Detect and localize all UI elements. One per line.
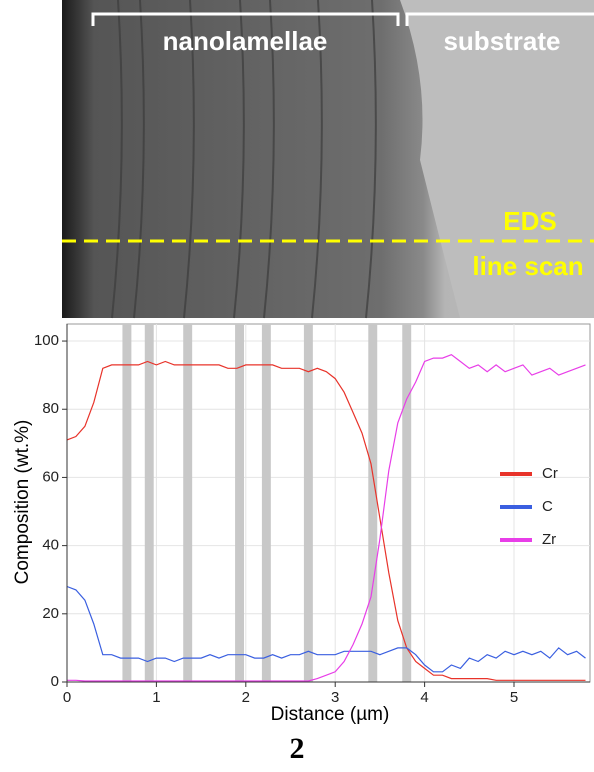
series-line (66, 360, 586, 681)
caption: 2 (290, 732, 305, 765)
label: substrate (443, 26, 560, 56)
legend-label: C (542, 498, 553, 515)
band (122, 324, 132, 682)
label: EDS (503, 206, 556, 236)
legend-label: Cr (542, 465, 558, 482)
band (303, 324, 313, 682)
y-tick-label: 20 (42, 605, 59, 622)
lamellae-stripes (111, 0, 377, 319)
label: line scan (472, 251, 583, 281)
y-tick-label: 100 (34, 332, 59, 349)
y-tick-label: 40 (42, 537, 59, 554)
y-axis-label: Composition (wt.%) (12, 420, 33, 585)
x-tick-label: 5 (510, 689, 518, 706)
band (261, 324, 271, 682)
substrate-region (400, 0, 594, 318)
x-axis-label: Distance (µm) (271, 704, 390, 725)
x-tick-label: 2 (242, 689, 250, 706)
y-tick-label: 80 (42, 400, 59, 417)
legend-label: Zr (542, 531, 556, 548)
label: nanolamellae (163, 26, 328, 56)
band (183, 324, 193, 682)
band (402, 324, 412, 682)
y-tick-label: 60 (42, 468, 59, 485)
plot-area (66, 323, 591, 683)
micrograph: nanolamellae substrate EDS line scan (62, 0, 594, 319)
series-line (66, 585, 586, 673)
x-tick-label: 0 (63, 689, 71, 706)
x-tick-label: 1 (152, 689, 160, 706)
band (368, 324, 378, 682)
chart: 0 20 40 60 80 100 0 1 2 3 4 5 Cr C Zr (34, 323, 591, 706)
x-tick-label: 3 (331, 689, 339, 706)
brackets (91, 12, 594, 26)
band (235, 324, 245, 682)
series-line (67, 354, 586, 682)
x-tick-label: 4 (420, 689, 428, 706)
y-tick-label: 0 (51, 673, 59, 690)
band (144, 324, 154, 682)
